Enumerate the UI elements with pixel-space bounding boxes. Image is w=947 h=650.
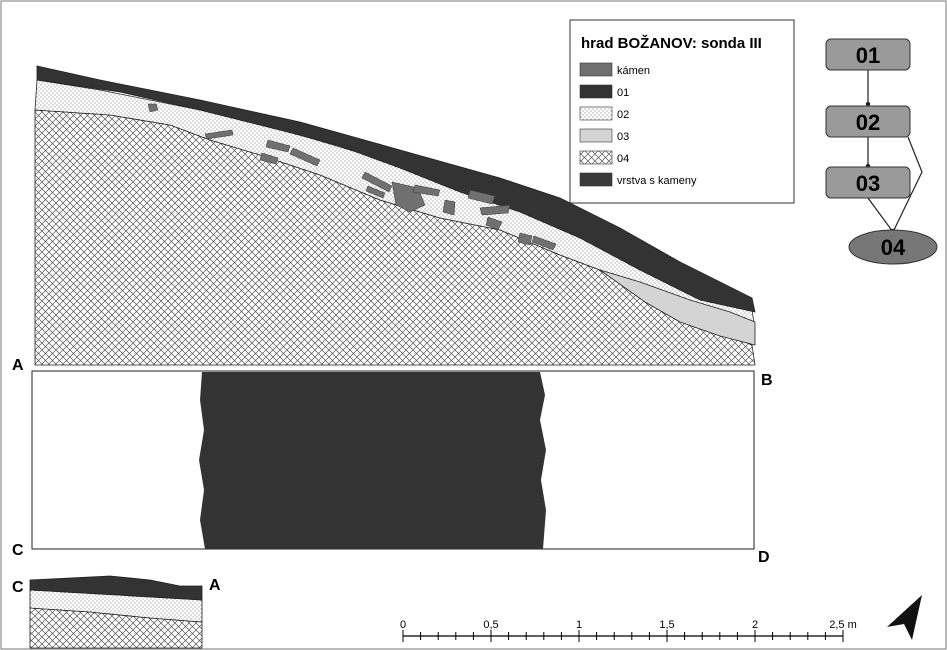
stone: [265, 139, 291, 153]
corner-a: A: [12, 357, 24, 374]
harris-edges: [867, 70, 923, 233]
legend-swatch-stone: [579, 62, 613, 77]
small-layer-01: [29, 575, 203, 601]
stone: [467, 189, 496, 205]
small-section: [29, 575, 203, 649]
stone: [289, 147, 321, 167]
layer-01: [36, 65, 756, 313]
stone: [531, 235, 557, 251]
legend-item-label: 03: [617, 131, 629, 143]
legend-item-label: 02: [617, 109, 629, 121]
profile-section: [34, 65, 756, 366]
stone: [517, 232, 533, 246]
stone: [442, 199, 456, 216]
stone: [361, 171, 393, 193]
harris-node-label: 02: [856, 110, 880, 135]
stone: [479, 204, 511, 216]
scale-bar: 0 0,5 1 1,5 2 2,5 m: [400, 619, 857, 642]
plan-view: [31, 370, 755, 550]
harris-matrix: 01 02 03 04: [825, 38, 938, 265]
legend-item-label: vrstva s kameny: [617, 175, 697, 187]
legend-swatch-04: [579, 150, 613, 165]
layer-03: [599, 269, 756, 346]
corner-d: D: [758, 549, 770, 566]
small-section-label-c: C: [12, 579, 24, 596]
scale-label: 1,5: [659, 619, 674, 631]
stones: [147, 103, 557, 251]
edge-02-04: [892, 136, 923, 233]
small-section-label-a: A: [209, 577, 221, 594]
scale-label: 0: [400, 619, 406, 631]
harris-node-03: [825, 166, 911, 199]
corner-c: C: [12, 542, 24, 559]
scale-minor-ticks: [402, 630, 844, 642]
legend-item-label: 01: [617, 87, 629, 99]
harris-node-label: 03: [856, 171, 880, 196]
stone: [147, 103, 159, 113]
harris-node-label: 04: [881, 235, 906, 260]
harris-node-04: [848, 229, 938, 265]
corner-b: B: [761, 372, 773, 389]
legend-swatch-02: [579, 106, 613, 121]
harris-node-label: 01: [856, 43, 880, 68]
scale-label: 2,5 m: [829, 619, 857, 631]
stone: [259, 152, 279, 165]
stone: [204, 129, 234, 140]
edge-dot: [865, 101, 871, 107]
stone: [485, 216, 503, 231]
harris-node-01: [825, 38, 911, 71]
legend-title: hrad BOŽANOV: sonda III: [581, 34, 762, 52]
harris-node-02: [825, 105, 911, 138]
legend-item-label: 04: [617, 153, 629, 165]
scale-label: 0,5: [483, 619, 498, 631]
scale-label: 1: [576, 619, 582, 631]
legend-swatch-01: [579, 84, 613, 99]
stone: [412, 184, 441, 197]
stone: [365, 185, 386, 199]
scale-label: 2: [752, 619, 758, 631]
legend: hrad BOŽANOV: sonda III kámen 01 02 03 0…: [569, 19, 795, 204]
plan-dark-layer: [199, 372, 546, 549]
north-arrow-icon: [887, 595, 922, 640]
edge-03-04: [867, 197, 894, 233]
legend-swatch-stone-layer: [579, 172, 613, 187]
legend-item-label: kámen: [617, 65, 650, 77]
legend-swatch-03: [579, 128, 613, 143]
